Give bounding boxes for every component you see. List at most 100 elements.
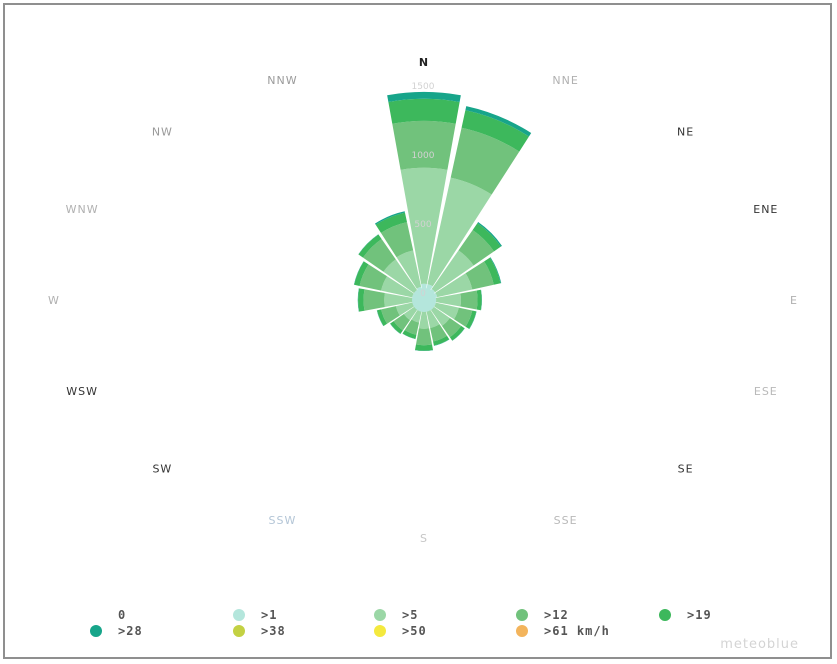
legend-label-5: >28 [118, 624, 143, 638]
petal-ne-4 [472, 223, 501, 252]
petal-ese-4 [465, 310, 477, 329]
petal-wsw-4 [377, 309, 388, 326]
petal-wnw-2 [381, 276, 414, 298]
direction-label-wsw: WSW [66, 385, 98, 398]
direction-label-wnw: WNW [66, 203, 99, 216]
petal-n-2 [400, 167, 448, 284]
petal-nw-2 [383, 259, 418, 294]
petal-ne-3 [458, 229, 495, 266]
petal-ssw-2 [411, 309, 422, 323]
direction-label-ssw: SSW [268, 514, 296, 527]
direction-label-ese: ESE [754, 385, 778, 398]
petal-s-3 [415, 328, 433, 346]
direction-label-nne: NNE [552, 74, 578, 87]
legend-swatch-4 [659, 609, 671, 621]
petal-e-2 [435, 293, 461, 307]
petal-nw-3 [363, 239, 396, 272]
petal-ene-2 [435, 273, 473, 298]
petal-se-2 [430, 306, 450, 326]
legend-swatch-8 [516, 625, 528, 637]
petal-w-2 [384, 292, 414, 308]
petal-e-5 [480, 289, 482, 311]
petal-ene-4 [484, 257, 501, 285]
direction-label-e: E [790, 294, 798, 307]
direction-label-sw: SW [152, 462, 172, 475]
petal-nne-5 [465, 106, 532, 137]
radial-ticks: 1500 1000 500 0 [412, 82, 435, 299]
direction-label-ene: ENE [753, 203, 778, 216]
legend-label-0: 0 [118, 608, 126, 622]
petal-wsw-2 [395, 302, 415, 316]
petal-w-3 [363, 289, 385, 311]
petal-n-5 [387, 91, 461, 102]
petal-wnw-3 [359, 264, 388, 291]
petal-ene-3 [465, 261, 494, 290]
petal-nw-4 [358, 234, 382, 258]
petal-sse-2 [426, 309, 440, 329]
petal-se-3 [441, 317, 462, 338]
petal-nnw-3 [380, 222, 414, 258]
petal-ne-2 [431, 250, 474, 293]
legend: 0 >1 >5 >12 >19 >28 >38 >50 >61 km/h [90, 608, 712, 638]
legend-swatch-7 [374, 625, 386, 637]
petal-se-4 [449, 325, 465, 341]
direction-label-sse: SSE [554, 514, 578, 527]
petal-ssw-3 [404, 319, 420, 335]
legend-label-2: >5 [402, 608, 418, 622]
direction-label-w: W [48, 294, 60, 307]
petal-ssw-5 [402, 333, 416, 340]
legend-swatch-6 [233, 625, 245, 637]
petal-nne-4 [461, 110, 529, 152]
radial-tick-label: 1000 [412, 151, 435, 161]
legend-swatch-1 [233, 609, 245, 621]
petal-sw-2 [403, 306, 418, 321]
petal-n-3 [392, 120, 456, 170]
petal-sw-4 [390, 321, 403, 334]
direction-labels: N NNE NE ENE E ESE SE SSE S SSW SW WSW W WNW NW NNW [48, 56, 798, 545]
petal-sse-3 [430, 324, 447, 342]
legend-label-6: >38 [261, 624, 286, 638]
petal-wnw-4 [354, 261, 369, 286]
petal-w-4 [358, 288, 365, 312]
legend-swatch-2 [374, 609, 386, 621]
legend-label-1: >1 [261, 608, 277, 622]
direction-label-se: SE [678, 462, 694, 475]
direction-label-nnw: NNW [267, 74, 297, 87]
petal-ssw-4 [402, 329, 417, 339]
petal-n-4 [388, 98, 460, 124]
petals-group [353, 91, 532, 352]
radial-tick-label: 500 [414, 220, 431, 230]
petal-nnw-5 [374, 211, 405, 225]
petal-nne-2 [427, 177, 492, 287]
petal-wsw-3 [381, 306, 400, 324]
petal-sse-4 [433, 335, 450, 346]
direction-label-nw: NW [152, 126, 173, 139]
legend-label-4: >19 [687, 608, 712, 622]
petal-ene-5 [489, 257, 502, 284]
petal-ne-5 [477, 222, 502, 247]
petal-w-5 [357, 288, 360, 312]
direction-label-n: N [419, 56, 429, 69]
legend-label-8: >61 km/h [544, 624, 610, 638]
petal-s-2 [418, 310, 430, 329]
petal-nnw-4 [375, 212, 408, 233]
credit-text: meteoblue [720, 637, 799, 652]
legend-label-7: >50 [402, 624, 427, 638]
petal-e-3 [460, 290, 478, 310]
petal-s-4 [415, 344, 433, 351]
petal-nne-3 [450, 127, 520, 195]
legend-swatch-5 [90, 625, 102, 637]
direction-label-s: S [420, 532, 428, 545]
legend-swatch-3 [516, 609, 528, 621]
direction-label-ne: NE [677, 126, 694, 139]
radial-tick-label: 0 [420, 289, 426, 299]
legend-label-3: >12 [544, 608, 569, 622]
calm-center [412, 288, 436, 312]
petal-nnw-2 [396, 250, 422, 289]
petal-ese-3 [453, 307, 473, 327]
petal-e-4 [476, 289, 482, 311]
petal-sw-3 [393, 314, 410, 331]
petal-s-5 [414, 349, 434, 352]
radial-tick-label: 1500 [412, 82, 435, 92]
